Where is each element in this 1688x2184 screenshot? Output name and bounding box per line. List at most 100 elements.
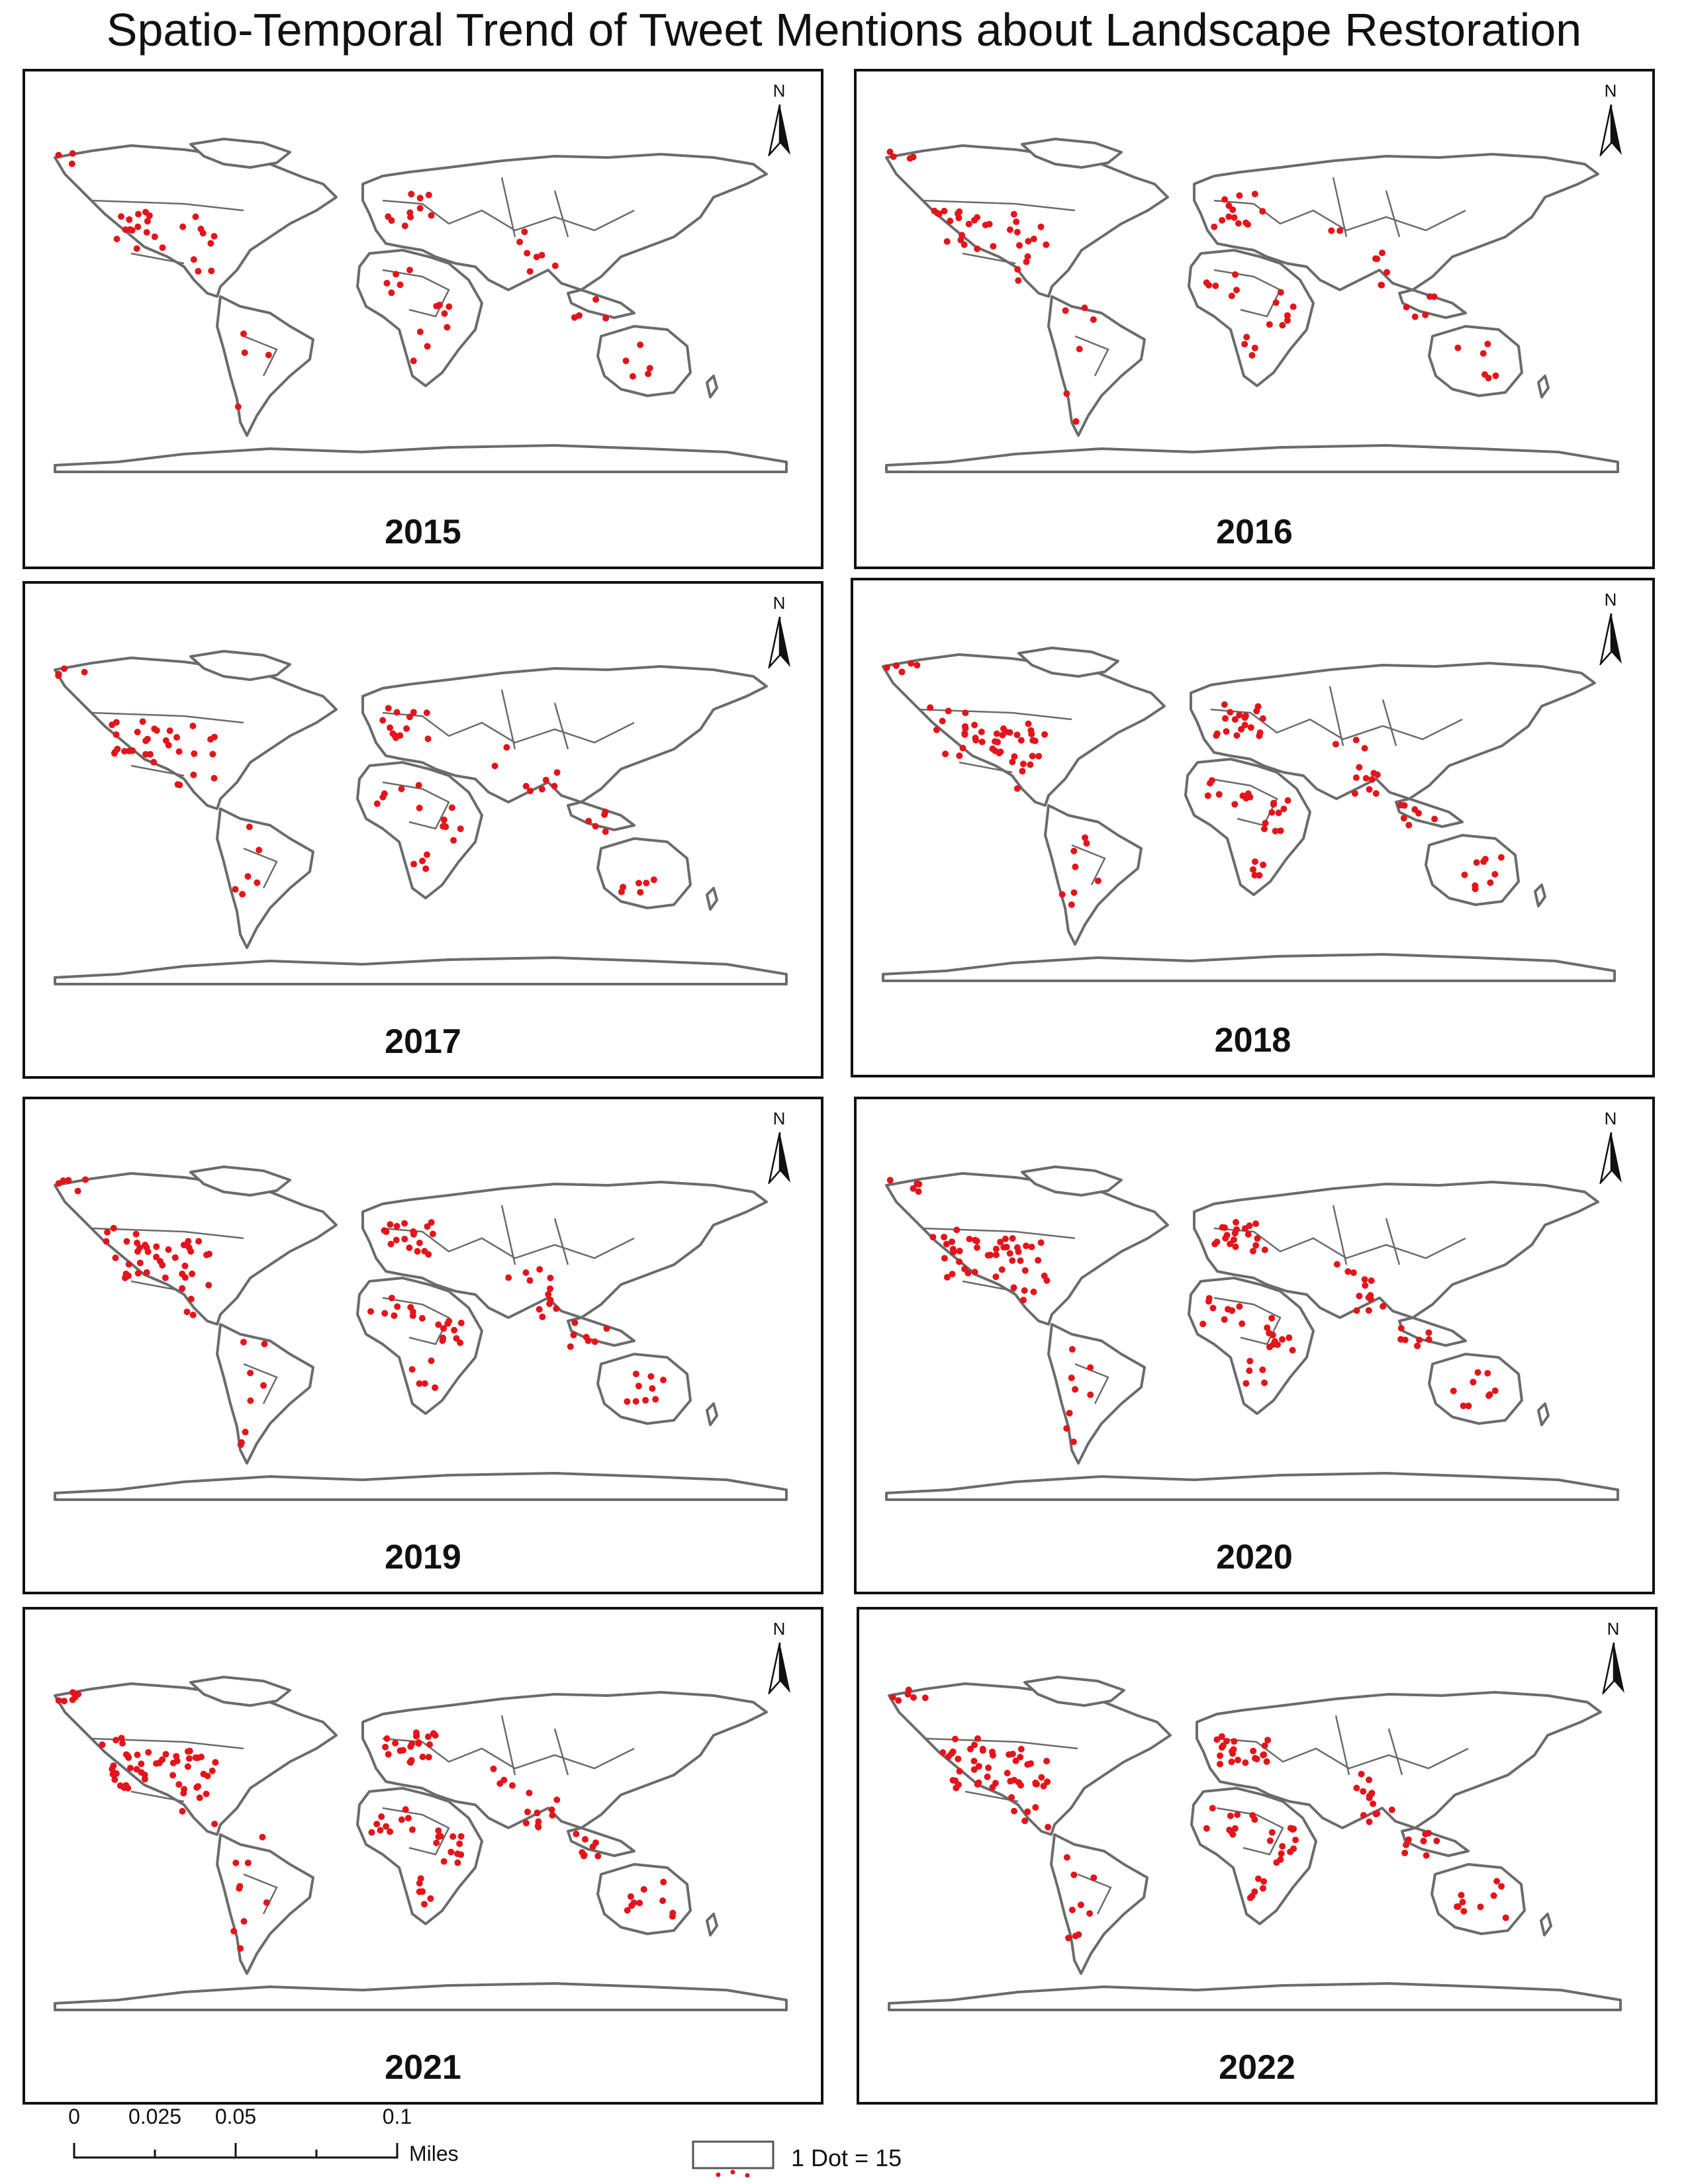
tweet-dot xyxy=(440,1334,446,1342)
landmass-outline xyxy=(54,444,788,473)
tweet-dot xyxy=(1231,716,1239,723)
country-border xyxy=(959,761,1013,774)
tweet-dot xyxy=(122,1274,128,1281)
tweet-dot xyxy=(179,223,187,230)
tweet-dot xyxy=(381,790,388,797)
tweet-dot xyxy=(388,217,395,224)
tweet-dot xyxy=(1035,1257,1042,1264)
tweet-dot xyxy=(971,721,978,729)
tweet-dot xyxy=(1234,1811,1241,1818)
tweet-dot xyxy=(211,1821,218,1827)
tweet-dot xyxy=(197,226,205,232)
tweet-dot xyxy=(171,1254,179,1261)
tweet-dot xyxy=(381,1310,389,1317)
country-border xyxy=(243,335,278,377)
tweet-dot xyxy=(450,837,457,844)
landmass-outline xyxy=(54,1172,338,1326)
tweet-dot xyxy=(955,1755,962,1762)
tweet-dot xyxy=(1458,1891,1465,1899)
tweet-dot xyxy=(456,1840,463,1847)
tweet-dot xyxy=(1008,1794,1015,1801)
tweet-dot xyxy=(1253,1755,1260,1762)
tweet-dot xyxy=(1038,1774,1045,1781)
tweet-dot xyxy=(113,731,120,738)
tweet-dot xyxy=(387,724,394,731)
map-panel-2018: N 2018 xyxy=(851,578,1655,1077)
tweet-dot xyxy=(433,302,440,310)
tweet-dot xyxy=(179,1270,186,1277)
tweet-dot xyxy=(1289,1347,1296,1354)
landmass-outline xyxy=(54,657,338,810)
tweet-dot xyxy=(992,1251,1000,1259)
tweet-dot xyxy=(622,357,630,365)
tweet-dot xyxy=(1221,196,1229,203)
landmass-outline xyxy=(356,1277,483,1415)
tweet-dot xyxy=(419,857,426,864)
tweet-dot xyxy=(1076,345,1083,353)
tweet-dot xyxy=(145,1749,152,1756)
tweet-dot xyxy=(151,233,158,240)
tweet-dot xyxy=(1470,1379,1477,1386)
tweet-dot xyxy=(428,212,435,219)
tweet-dot xyxy=(368,1829,375,1836)
tweet-dot xyxy=(1400,815,1407,822)
tweet-dot xyxy=(457,825,464,833)
country-border xyxy=(1071,844,1106,886)
north-label: N xyxy=(1604,81,1617,101)
landmass-outline xyxy=(1537,1402,1550,1426)
tweet-dot xyxy=(491,762,498,770)
tweet-dot xyxy=(1006,1751,1013,1758)
landmass-outline xyxy=(706,1402,718,1426)
tweet-dot xyxy=(649,1385,656,1392)
tweet-dot xyxy=(571,1319,579,1326)
tweet-dot xyxy=(416,195,424,202)
tweet-dot xyxy=(1029,752,1036,760)
tweet-dot xyxy=(61,665,68,672)
landmass-outline xyxy=(1398,1316,1467,1347)
tweet-dot xyxy=(975,1762,982,1770)
tweet-dot xyxy=(122,1782,130,1789)
tweet-dot xyxy=(440,1325,447,1332)
tweet-dot xyxy=(535,1818,542,1825)
tweet-dot xyxy=(953,1226,961,1234)
country-border xyxy=(1210,778,1278,827)
landmass-outline xyxy=(1193,153,1599,291)
tweet-dot xyxy=(1246,1894,1254,1901)
tweet-dot xyxy=(440,1858,447,1865)
tweet-dot xyxy=(602,828,609,835)
tweet-dot xyxy=(1241,721,1248,729)
tweet-dot xyxy=(1259,715,1266,722)
tweet-dot xyxy=(961,731,968,738)
tweet-dot xyxy=(1021,1817,1029,1825)
tweet-dot xyxy=(209,1767,216,1774)
tweet-dot xyxy=(415,1740,422,1747)
tweet-dot xyxy=(398,786,405,792)
tweet-dot xyxy=(1403,304,1410,310)
tweet-dot xyxy=(1243,1380,1250,1387)
tweet-dot xyxy=(1465,1402,1472,1410)
tweet-dot xyxy=(1019,760,1027,768)
tweet-dot xyxy=(1266,321,1273,328)
tweet-dot xyxy=(1238,725,1244,733)
tweet-dot xyxy=(1492,372,1499,379)
landmass-outline xyxy=(189,1165,291,1197)
tweet-dot xyxy=(908,660,915,667)
tweet-dot xyxy=(1232,271,1239,278)
tweet-dot xyxy=(1209,1304,1217,1312)
tweet-dot xyxy=(444,1320,451,1327)
tweet-dot xyxy=(1425,1829,1432,1837)
tweet-dot xyxy=(435,1833,442,1841)
country-border xyxy=(1077,1873,1112,1915)
tweet-dot xyxy=(427,1895,434,1902)
tweet-dot xyxy=(1365,1307,1372,1314)
tweet-dot xyxy=(618,888,625,895)
tweet-dot xyxy=(185,1755,193,1762)
tweet-dot xyxy=(388,289,395,296)
tweet-dot xyxy=(522,1819,530,1827)
tweet-dot xyxy=(628,1902,635,1909)
landmass-outline xyxy=(189,1676,291,1707)
tweet-dot xyxy=(943,1273,951,1281)
tweet-dot xyxy=(1275,809,1282,817)
tweet-dot xyxy=(445,303,453,310)
tweet-dot xyxy=(1247,724,1254,731)
